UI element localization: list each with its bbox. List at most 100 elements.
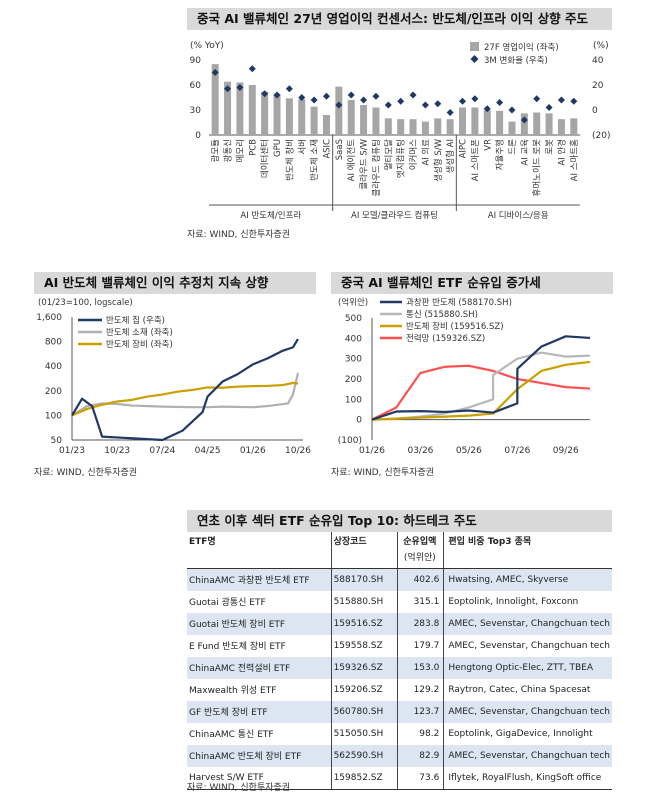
table-row: E Fund 반도체 장비 ETF 159558.SZ 179.7 AMEC, Sev… [187, 634, 612, 657]
top3-cell: Eoptolink, Innolight, Foxconn [448, 596, 579, 607]
category-label: AI 스마트홈 [569, 139, 580, 181]
change-dot [273, 91, 281, 99]
chart1-right-unit: (%) [593, 41, 609, 51]
op-bar [570, 118, 578, 135]
op-bar [446, 119, 454, 135]
category-label: 메모리 [236, 139, 246, 162]
table-row: ChinaAMC 통신 ETF 515050.SH 98.2 Eoptolink, G… [187, 722, 612, 745]
chart3-y-tick: 500 [345, 314, 362, 324]
col-header-top3: 편입 비중 Top3 종목 [443, 532, 612, 569]
category-label: 멀티모달 [383, 139, 394, 170]
chart2-y-tick: 100 [45, 411, 62, 421]
change-dot [322, 92, 330, 100]
top3-cell: Iflytek, RoyalFlush, KingSoft office [443, 766, 612, 790]
op-bar [236, 82, 244, 135]
op-bar [434, 118, 442, 135]
chart3-x-tick: 07/26 [504, 446, 530, 456]
op-bar [261, 91, 269, 135]
chart3-y-tick: 0 [356, 416, 362, 426]
inflow-cell: 402.6 [397, 568, 445, 591]
category-label: ASIC [322, 139, 332, 159]
etf-name-cell: ChinaAMC 전력설비 ETF [187, 656, 332, 679]
col-header-etf: ETF명 [187, 532, 332, 569]
change-dot [570, 97, 578, 105]
change-dot [409, 91, 417, 99]
chart2-x-tick: 10/23 [104, 446, 130, 456]
chart1-left-tick: 0 [195, 131, 201, 141]
change-dot [545, 104, 553, 111]
inflow-cell: 98.2 [397, 722, 445, 745]
category-label: 자율주행 [495, 139, 506, 170]
chart2-title: AI 반도체 밸류체인 이익 추정치 지속 상향 [34, 272, 316, 294]
op-bar [397, 119, 405, 135]
col-header-inflow-label: 순유입액 [403, 537, 437, 547]
group-label: AI 모델/클라우드 컴퓨팅 [351, 210, 438, 221]
group-label: AI 디바이스/응용 [488, 210, 549, 221]
chart1-left-tick: 30 [190, 106, 202, 116]
etf-name-cell: Maxwealth 위성 ETF [187, 678, 332, 701]
etf-name-cell: ChinaAMC 통신 ETF [187, 722, 332, 745]
code-cell: 560780.SH [331, 700, 399, 723]
op-bar [310, 106, 318, 135]
chart2-svg: (01/23=100, logscale) 1,600 800 400 200 100 5… [36, 298, 311, 456]
top3-cell: AMEC, Sevenstar, Changchuan tech [443, 744, 612, 767]
change-dot [508, 106, 516, 114]
code-cell: 159206.SZ [331, 678, 399, 701]
change-dot [384, 101, 392, 109]
op-bar [459, 107, 467, 135]
legend-dot-label: 3M 변화율 (우축) [484, 55, 548, 66]
inflow-cell: 283.8 [397, 612, 445, 635]
change-dot [533, 95, 541, 103]
chart3-legend-label: 과창판 반도체 (588170.SH) [406, 297, 512, 308]
chart2-series-line [71, 338, 299, 442]
category-label: AI 의료 [420, 139, 431, 166]
table-row: ChinaAMC 전력설비 ETF 159326.SZ 153.0 Hengtong … [187, 656, 612, 679]
change-dot [434, 100, 442, 108]
chart3-y-tick: (100) [338, 436, 362, 446]
col-header-code: 상장코드 [331, 532, 399, 569]
op-bar [372, 107, 380, 135]
change-dot [347, 91, 355, 99]
category-label: AI 안경 [556, 139, 567, 166]
inflow-cell: 123.7 [397, 700, 445, 723]
chart1-right-tick: 0 [592, 106, 598, 116]
chart3-svg: (억위안) 500 400 300 200 100 0 (100)01/26 03/26 05/… [338, 297, 591, 456]
chart1-left-tick: 60 [190, 81, 202, 91]
chart2-legend-label: 반도체 칩 (우축) [106, 315, 165, 326]
chart2-y-tick: 400 [45, 362, 62, 372]
chart2-series-line [71, 381, 299, 417]
change-dot [459, 97, 467, 105]
chart2-series-line [71, 372, 300, 417]
code-cell: 588170.SH [331, 568, 399, 591]
chart2-legend-label: 반도체 소재 (좌축) [106, 327, 173, 338]
op-bar [322, 115, 330, 135]
chart3-y-tick: 300 [345, 355, 362, 365]
etf-table: ETF명 상장코드 순유입액 (억위안) 편입 비중 Top3 종목 ChinaA… [187, 532, 612, 790]
op-bar [273, 94, 281, 135]
op-bar [360, 105, 368, 135]
top3-cell: AMEC, Sevenstar, Changchuan tech [443, 612, 612, 635]
chart2-x-tick: 04/25 [195, 446, 221, 456]
etf-name-cell: Guotai 광통신 ETF [187, 590, 332, 613]
change-dot [236, 84, 244, 91]
inflow-cell: 82.9 [397, 744, 445, 767]
op-bar [421, 121, 429, 135]
change-dot [421, 101, 429, 109]
col-header-inflow: 순유입액 (억위안) [397, 532, 445, 569]
chart2-x-tick: 07/24 [149, 446, 175, 456]
chart3-y-tick: 400 [345, 334, 362, 344]
category-label: 생성형 S/W [433, 138, 444, 181]
chart3-title: 중국 AI 밸류체인 ETF 순유입 증가세 [331, 272, 613, 294]
change-dot [285, 85, 293, 93]
chart3-source: 자료: WIND, 신한투자증권 [331, 468, 435, 478]
op-bar [347, 100, 355, 135]
legend-bar-label: 27F 영업이익 (좌축) [484, 42, 559, 53]
code-cell: 515880.SH [331, 590, 399, 613]
op-bar [409, 119, 417, 135]
inflow-cell: 73.6 [397, 766, 445, 790]
code-cell: 515050.SH [331, 722, 399, 745]
change-dot [397, 97, 405, 105]
op-bar [224, 81, 232, 135]
change-dot [310, 96, 318, 104]
change-dot [483, 105, 491, 113]
